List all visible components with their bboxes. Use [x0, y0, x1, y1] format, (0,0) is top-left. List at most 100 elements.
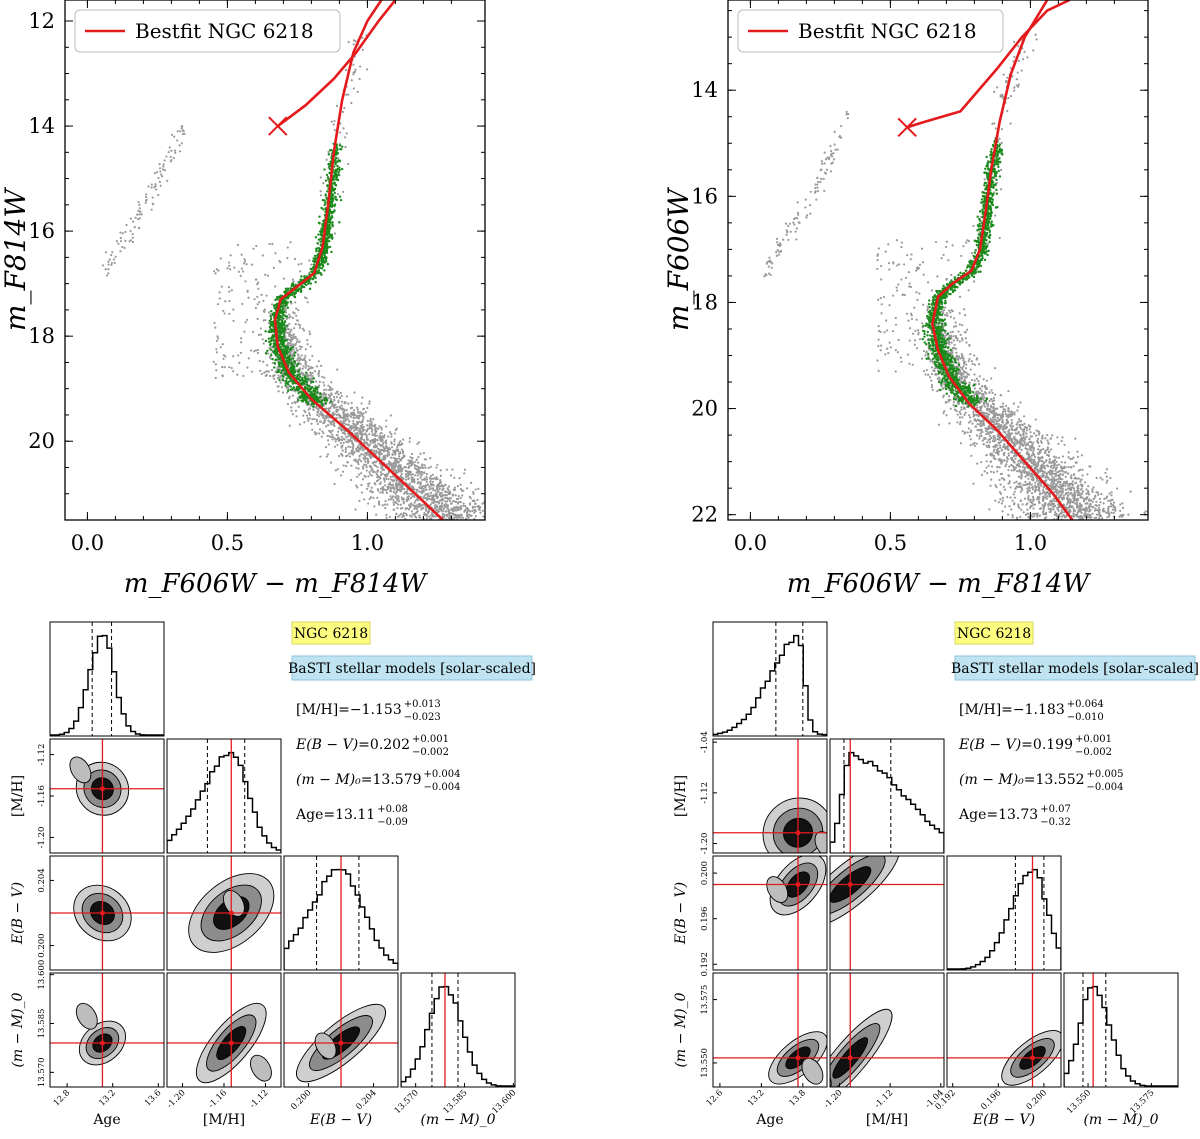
grey-star [1025, 432, 1028, 435]
grey-star [318, 369, 321, 373]
grey-star [299, 348, 302, 351]
grey-star [292, 280, 295, 283]
grey-star [214, 272, 217, 275]
grey-star [478, 506, 481, 510]
grey-star [418, 521, 420, 523]
green-star [323, 269, 326, 272]
grey-star [368, 497, 371, 501]
grey-star [327, 429, 331, 432]
grey-star [295, 340, 299, 344]
grey-star [353, 451, 356, 454]
grey-star [1024, 513, 1028, 516]
grey-star [391, 486, 395, 490]
grey-star [353, 416, 356, 420]
grey-star [491, 519, 493, 521]
grey-star [394, 428, 397, 432]
grey-star [347, 438, 350, 442]
cmd-ticks [65, 0, 485, 521]
grey-star [331, 387, 334, 391]
green-star [334, 183, 337, 187]
grey-star [218, 291, 221, 294]
grey-star [163, 169, 167, 172]
grey-star [286, 341, 289, 344]
grey-star [170, 149, 173, 152]
grey-star [224, 355, 227, 358]
grey-star [346, 418, 349, 421]
grey-star [378, 503, 381, 506]
grey-star [414, 516, 418, 519]
grey-star [399, 452, 402, 455]
grey-star [352, 409, 356, 412]
grey-star [243, 260, 247, 263]
grey-star [357, 467, 360, 470]
grey-star [418, 516, 421, 519]
grey-star [392, 501, 395, 504]
grey-star [430, 484, 433, 487]
green-star [292, 386, 296, 389]
grey-star [398, 455, 401, 458]
grey-star [395, 448, 398, 451]
green-star [323, 261, 326, 264]
green-star [317, 265, 320, 268]
grey-star [481, 502, 484, 505]
grey-star [385, 442, 388, 445]
grey-star [378, 448, 381, 451]
grey-star [316, 411, 319, 414]
green-star [334, 177, 338, 181]
grey-star [987, 432, 990, 436]
grey-star [344, 446, 348, 450]
grey-star [501, 510, 503, 512]
grey-star [392, 456, 395, 460]
green-star [296, 388, 300, 392]
grey-star [402, 502, 405, 505]
grey-star [383, 503, 386, 506]
green-star [316, 386, 319, 389]
grey-star [372, 438, 375, 441]
grey-star [137, 218, 140, 221]
grey-star [352, 87, 355, 90]
grey-star [356, 486, 359, 489]
grey-star [230, 366, 233, 370]
green-star [319, 240, 322, 243]
grey-star [447, 508, 450, 512]
grey-star [350, 452, 353, 455]
green-star [281, 329, 285, 333]
grey-star [425, 480, 428, 484]
grey-star [292, 334, 295, 337]
green-star [264, 330, 267, 333]
grey-star [519, 517, 521, 519]
grey-star [439, 499, 442, 502]
grey-star [265, 370, 268, 373]
grey-star [389, 456, 393, 459]
grey-star [388, 461, 391, 464]
green-star [312, 396, 315, 400]
green-star [287, 380, 291, 383]
grey-star [348, 414, 351, 417]
green-star [286, 347, 290, 350]
grey-star [361, 433, 365, 436]
grey-star [970, 360, 973, 363]
grey-star [366, 419, 369, 422]
grey-star [107, 268, 110, 271]
grey-star [339, 438, 343, 441]
grey-star [462, 521, 464, 523]
grey-star [400, 496, 403, 499]
grey-star [435, 492, 438, 495]
grey-star [1088, 498, 1091, 501]
grey-star [266, 370, 270, 373]
green-star [332, 182, 335, 185]
grey-star [104, 268, 107, 271]
grey-star [336, 406, 339, 409]
grey-star [277, 390, 280, 393]
grey-star [350, 425, 353, 428]
grey-star [1014, 466, 1018, 469]
grey-star [296, 319, 299, 322]
grey-star [259, 327, 262, 330]
grey-star [413, 501, 416, 504]
grey-star [498, 520, 500, 522]
grey-star [150, 186, 153, 189]
green-star [319, 400, 323, 404]
grey-star [962, 357, 965, 360]
grey-star [322, 421, 325, 425]
grey-star [446, 524, 448, 526]
